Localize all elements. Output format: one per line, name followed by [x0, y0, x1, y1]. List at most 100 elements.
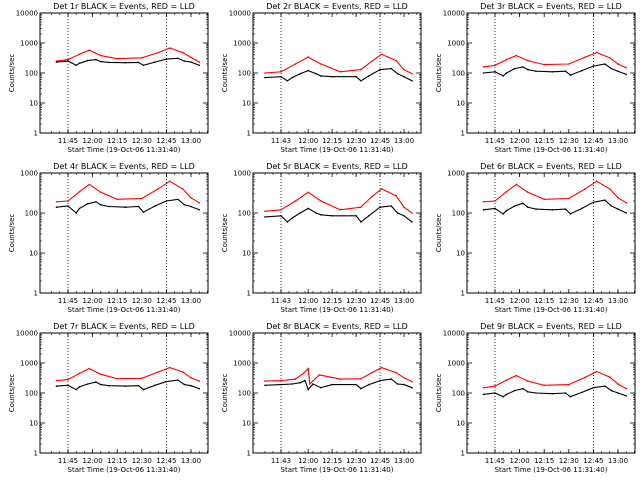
data-point — [494, 71, 496, 73]
series-line-events — [483, 385, 627, 398]
series-line-lld — [483, 370, 627, 390]
data-point — [168, 180, 171, 183]
data-point — [625, 387, 627, 390]
data-point — [198, 61, 200, 63]
data-point — [116, 57, 118, 60]
y-tick-label: 1 — [461, 290, 465, 298]
data-point — [86, 383, 89, 385]
data-point — [527, 380, 529, 382]
data-point — [75, 64, 77, 67]
data-point — [403, 206, 405, 208]
data-point — [264, 216, 266, 218]
data-point — [280, 379, 282, 382]
data-point — [482, 72, 485, 74]
x-tick-label: 11:43 — [271, 297, 291, 305]
data-point — [177, 198, 179, 201]
chart-title: Det 8r BLACK = Events, RED = LLD — [266, 322, 408, 331]
y-tick-label: 1000 — [233, 360, 251, 368]
data-point — [318, 374, 321, 376]
data-point — [190, 56, 192, 59]
data-point — [494, 207, 496, 210]
data-point — [280, 71, 282, 73]
data-point — [535, 70, 537, 72]
data-point — [617, 383, 619, 385]
x-tick-label: 12:00 — [510, 457, 530, 465]
data-point — [280, 209, 282, 211]
data-point — [177, 379, 179, 381]
data-point — [360, 68, 362, 71]
data-point — [515, 183, 518, 186]
x-tick-label: 12:30 — [346, 137, 366, 145]
data-point — [198, 380, 200, 382]
x-tick-label: 13:00 — [181, 137, 201, 145]
data-point — [95, 58, 97, 61]
data-point — [617, 197, 619, 199]
data-point — [411, 80, 413, 82]
y-tick-label: 10 — [242, 250, 251, 258]
data-point — [100, 191, 102, 194]
y-tick-label: 1 — [34, 450, 38, 458]
data-point — [390, 67, 392, 70]
data-point — [535, 208, 537, 210]
data-point — [291, 217, 293, 219]
y-tick-label: 10 — [29, 250, 38, 258]
data-point — [569, 213, 572, 215]
data-point — [505, 379, 508, 381]
y-axis-label: Counts/sec — [221, 54, 229, 93]
data-point — [390, 378, 392, 380]
x-tick-label: 13:00 — [608, 457, 628, 465]
chart-title: Det 5r BLACK = Events, RED = LLD — [266, 162, 408, 171]
data-point — [67, 205, 69, 207]
data-point — [100, 60, 102, 63]
data-point — [592, 65, 595, 67]
series-line-lld — [56, 180, 200, 204]
series-line-events — [56, 57, 200, 66]
data-point — [617, 208, 619, 210]
data-point — [581, 391, 583, 394]
data-point — [527, 206, 529, 208]
data-point — [190, 377, 192, 379]
data-point — [411, 221, 413, 223]
data-point — [595, 180, 598, 183]
data-point — [360, 206, 362, 208]
data-point — [368, 75, 370, 77]
data-point — [198, 202, 200, 204]
data-point — [617, 63, 619, 65]
y-tick-label: 10 — [29, 100, 38, 108]
y-tick-label: 1 — [247, 130, 251, 138]
data-point — [198, 387, 200, 390]
data-point — [78, 372, 81, 375]
data-point — [141, 57, 143, 59]
data-point — [581, 207, 583, 210]
data-point — [390, 205, 392, 207]
data-point — [67, 58, 69, 61]
data-point — [355, 75, 357, 78]
data-point — [299, 381, 301, 384]
x-tick-label: 12:45 — [370, 297, 390, 305]
data-point — [141, 377, 143, 380]
data-point — [78, 53, 81, 56]
data-point — [157, 188, 159, 190]
x-tick-label: 13:00 — [181, 457, 201, 465]
data-point — [411, 72, 413, 75]
data-point — [604, 385, 606, 387]
chart-title: Det 9r BLACK = Events, RED = LLD — [480, 322, 622, 331]
x-tick-label: 12:45 — [583, 457, 603, 465]
data-point — [108, 384, 110, 387]
data-point — [564, 392, 567, 394]
data-point — [482, 209, 485, 211]
x-tick-label: 12:45 — [370, 137, 390, 145]
chart-title: Det 2r BLACK = Events, RED = LLD — [266, 2, 408, 11]
data-point — [368, 383, 370, 386]
y-tick-label: 100 — [25, 390, 38, 398]
y-axis-label: Counts/sec — [8, 214, 16, 253]
data-point — [307, 367, 309, 370]
data-point — [190, 197, 192, 199]
data-point — [527, 68, 529, 71]
data-point — [177, 57, 179, 60]
series-line-lld — [56, 47, 200, 63]
data-point — [331, 75, 333, 78]
y-tick-label: 10000 — [229, 330, 251, 338]
data-point — [331, 383, 333, 386]
